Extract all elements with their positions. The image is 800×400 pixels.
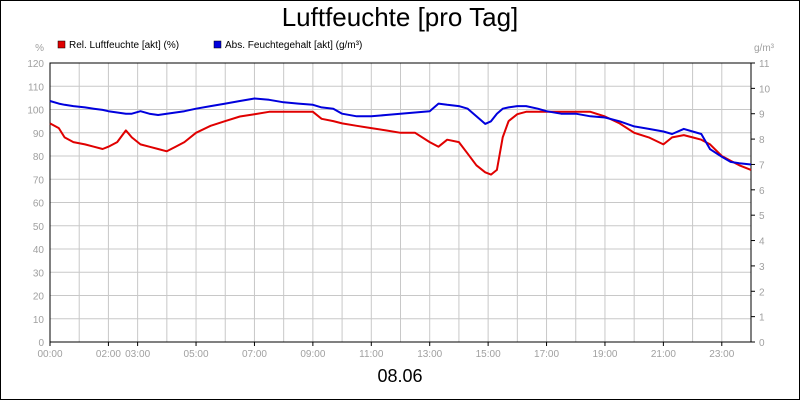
date-label: 08.06 [377, 366, 423, 386]
chart-title: Luftfeuchte [pro Tag] [281, 2, 519, 32]
y-right-tick-label: 7 [759, 160, 765, 171]
tick-labels: 0 10 20 30 40 50 60 70 80 90 100 110 120 0 1 2 3 4 5 6 7 8 9 10… [27, 43, 774, 360]
y-left-tick-label: 80 [33, 152, 45, 163]
grid [49, 62, 752, 343]
y-right-tick-label: 2 [759, 287, 765, 298]
y-right-tick-label: 3 [759, 262, 765, 273]
y-left-tick-label: 100 [27, 106, 44, 117]
y-left-tick-label: 110 [28, 82, 44, 93]
y-right-unit: g/m³ [754, 43, 775, 54]
y-left-unit: % [35, 43, 44, 54]
x-tick-label: 00:00 [37, 349, 62, 360]
legend: Rel. Luftfeuchte [akt] (%) Abs. Feuchtege… [57, 40, 362, 51]
y-left-tick-label: 40 [33, 245, 45, 256]
series-line-abs-humidity [49, 97, 752, 166]
legend-label: Rel. Luftfeuchte [akt] (%) [69, 40, 179, 51]
legend-swatch [213, 40, 222, 49]
x-tick-label: 09:00 [300, 349, 325, 360]
x-tick-label: 23:00 [709, 349, 734, 360]
y-right-tick-label: 10 [759, 84, 771, 95]
x-tick-label: 17:00 [534, 349, 559, 360]
axes [49, 62, 755, 346]
y-left-tick-label: 30 [33, 268, 45, 279]
legend-swatch [57, 40, 66, 49]
series-line-rel-humidity [49, 110, 752, 176]
y-left-tick-label: 20 [33, 292, 45, 303]
x-tick-label: 13:00 [417, 349, 442, 360]
x-tick-label: 15:00 [476, 349, 501, 360]
y-left-tick-label: 90 [33, 129, 45, 140]
x-tick-label: 05:00 [184, 349, 209, 360]
y-right-tick-label: 6 [759, 186, 765, 197]
y-right-tick-label: 1 [759, 313, 765, 324]
y-left-tick-label: 10 [33, 315, 45, 326]
y-left-tick-label: 70 [33, 175, 45, 186]
y-right-tick-label: 4 [759, 237, 765, 248]
plot-border [49, 62, 752, 343]
series-lines [49, 97, 752, 176]
y-left-tick-label: 60 [33, 199, 45, 210]
y-right-tick-label: 0 [759, 338, 765, 349]
y-right-tick-label: 5 [759, 211, 765, 222]
x-tick-label: 03:00 [125, 349, 150, 360]
x-tick-label: 19:00 [592, 349, 617, 360]
y-right-tick-label: 9 [759, 110, 765, 121]
y-left-tick-label: 50 [33, 222, 45, 233]
x-tick-label: 02:00 [96, 349, 121, 360]
legend-label: Abs. Feuchtegehalt [akt] (g/m³) [225, 40, 362, 51]
x-tick-label: 07:00 [242, 349, 267, 360]
y-left-tick-label: 0 [38, 338, 44, 349]
x-tick-label: 21:00 [651, 349, 676, 360]
y-right-tick-label: 8 [759, 135, 765, 146]
y-left-tick-label: 120 [27, 59, 44, 70]
y-right-tick-label: 11 [759, 59, 770, 70]
x-tick-label: 11:00 [359, 349, 384, 360]
